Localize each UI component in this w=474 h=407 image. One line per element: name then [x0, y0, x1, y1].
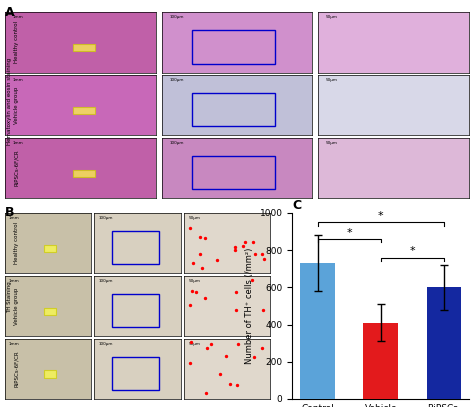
Text: 50μm: 50μm	[326, 15, 338, 19]
Bar	[364, 323, 398, 399]
Text: 50μm: 50μm	[188, 216, 201, 220]
Bar	[73, 44, 95, 51]
Point	[391, 190, 398, 196]
Bar	[73, 170, 95, 177]
Text: 100μm: 100μm	[169, 15, 183, 19]
Text: *: *	[378, 211, 383, 221]
Text: B: B	[5, 206, 14, 219]
Bar	[192, 156, 275, 189]
Text: Vehicle group: Vehicle group	[14, 86, 19, 124]
Bar	[427, 287, 461, 399]
Text: 100μm: 100μm	[99, 341, 113, 346]
Bar	[111, 231, 159, 264]
Text: 100μm: 100μm	[169, 141, 183, 145]
Bar	[192, 93, 275, 126]
Bar	[301, 263, 335, 399]
Text: 1mm: 1mm	[12, 78, 23, 82]
Text: 100μm: 100μm	[99, 279, 113, 283]
Text: *: *	[346, 228, 352, 238]
Text: 50μm: 50μm	[326, 141, 338, 145]
Text: 50μm: 50μm	[188, 279, 201, 283]
Text: 1mm: 1mm	[12, 141, 23, 145]
Bar	[73, 107, 95, 114]
Text: RiPSCs-6F/CR: RiPSCs-6F/CR	[14, 150, 19, 186]
Text: 100μm: 100μm	[169, 78, 183, 82]
Text: 50μm: 50μm	[326, 78, 338, 82]
Text: 50μm: 50μm	[188, 341, 201, 346]
Text: 1mm: 1mm	[12, 15, 23, 19]
Point	[423, 314, 431, 321]
Text: Healthy control: Healthy control	[14, 21, 19, 63]
Text: 1mm: 1mm	[9, 341, 20, 346]
Y-axis label: Number of TH⁺ cells (/mm²): Number of TH⁺ cells (/mm²)	[245, 248, 254, 364]
Text: *: *	[410, 246, 415, 256]
Text: 1mm: 1mm	[9, 216, 20, 220]
Text: TH Staining: TH Staining	[7, 281, 12, 313]
Text: 1mm: 1mm	[9, 279, 20, 283]
Text: RiPSCs-6F/CR: RiPSCs-6F/CR	[14, 350, 19, 387]
Point	[281, 18, 289, 24]
Text: A: A	[5, 6, 14, 19]
Bar	[44, 245, 56, 252]
Text: Healthy control: Healthy control	[14, 222, 19, 264]
Text: Vehicle group: Vehicle group	[14, 287, 19, 325]
Point	[275, 36, 283, 43]
Point	[373, 69, 380, 75]
Text: C: C	[292, 199, 301, 212]
Text: Hematoxylin and eosin staining: Hematoxylin and eosin staining	[7, 58, 12, 145]
Point	[303, 144, 311, 150]
Bar	[111, 294, 159, 327]
Bar	[192, 30, 275, 63]
Bar	[44, 308, 56, 315]
Bar	[111, 357, 159, 390]
Text: 100μm: 100μm	[99, 216, 113, 220]
Bar	[44, 370, 56, 378]
